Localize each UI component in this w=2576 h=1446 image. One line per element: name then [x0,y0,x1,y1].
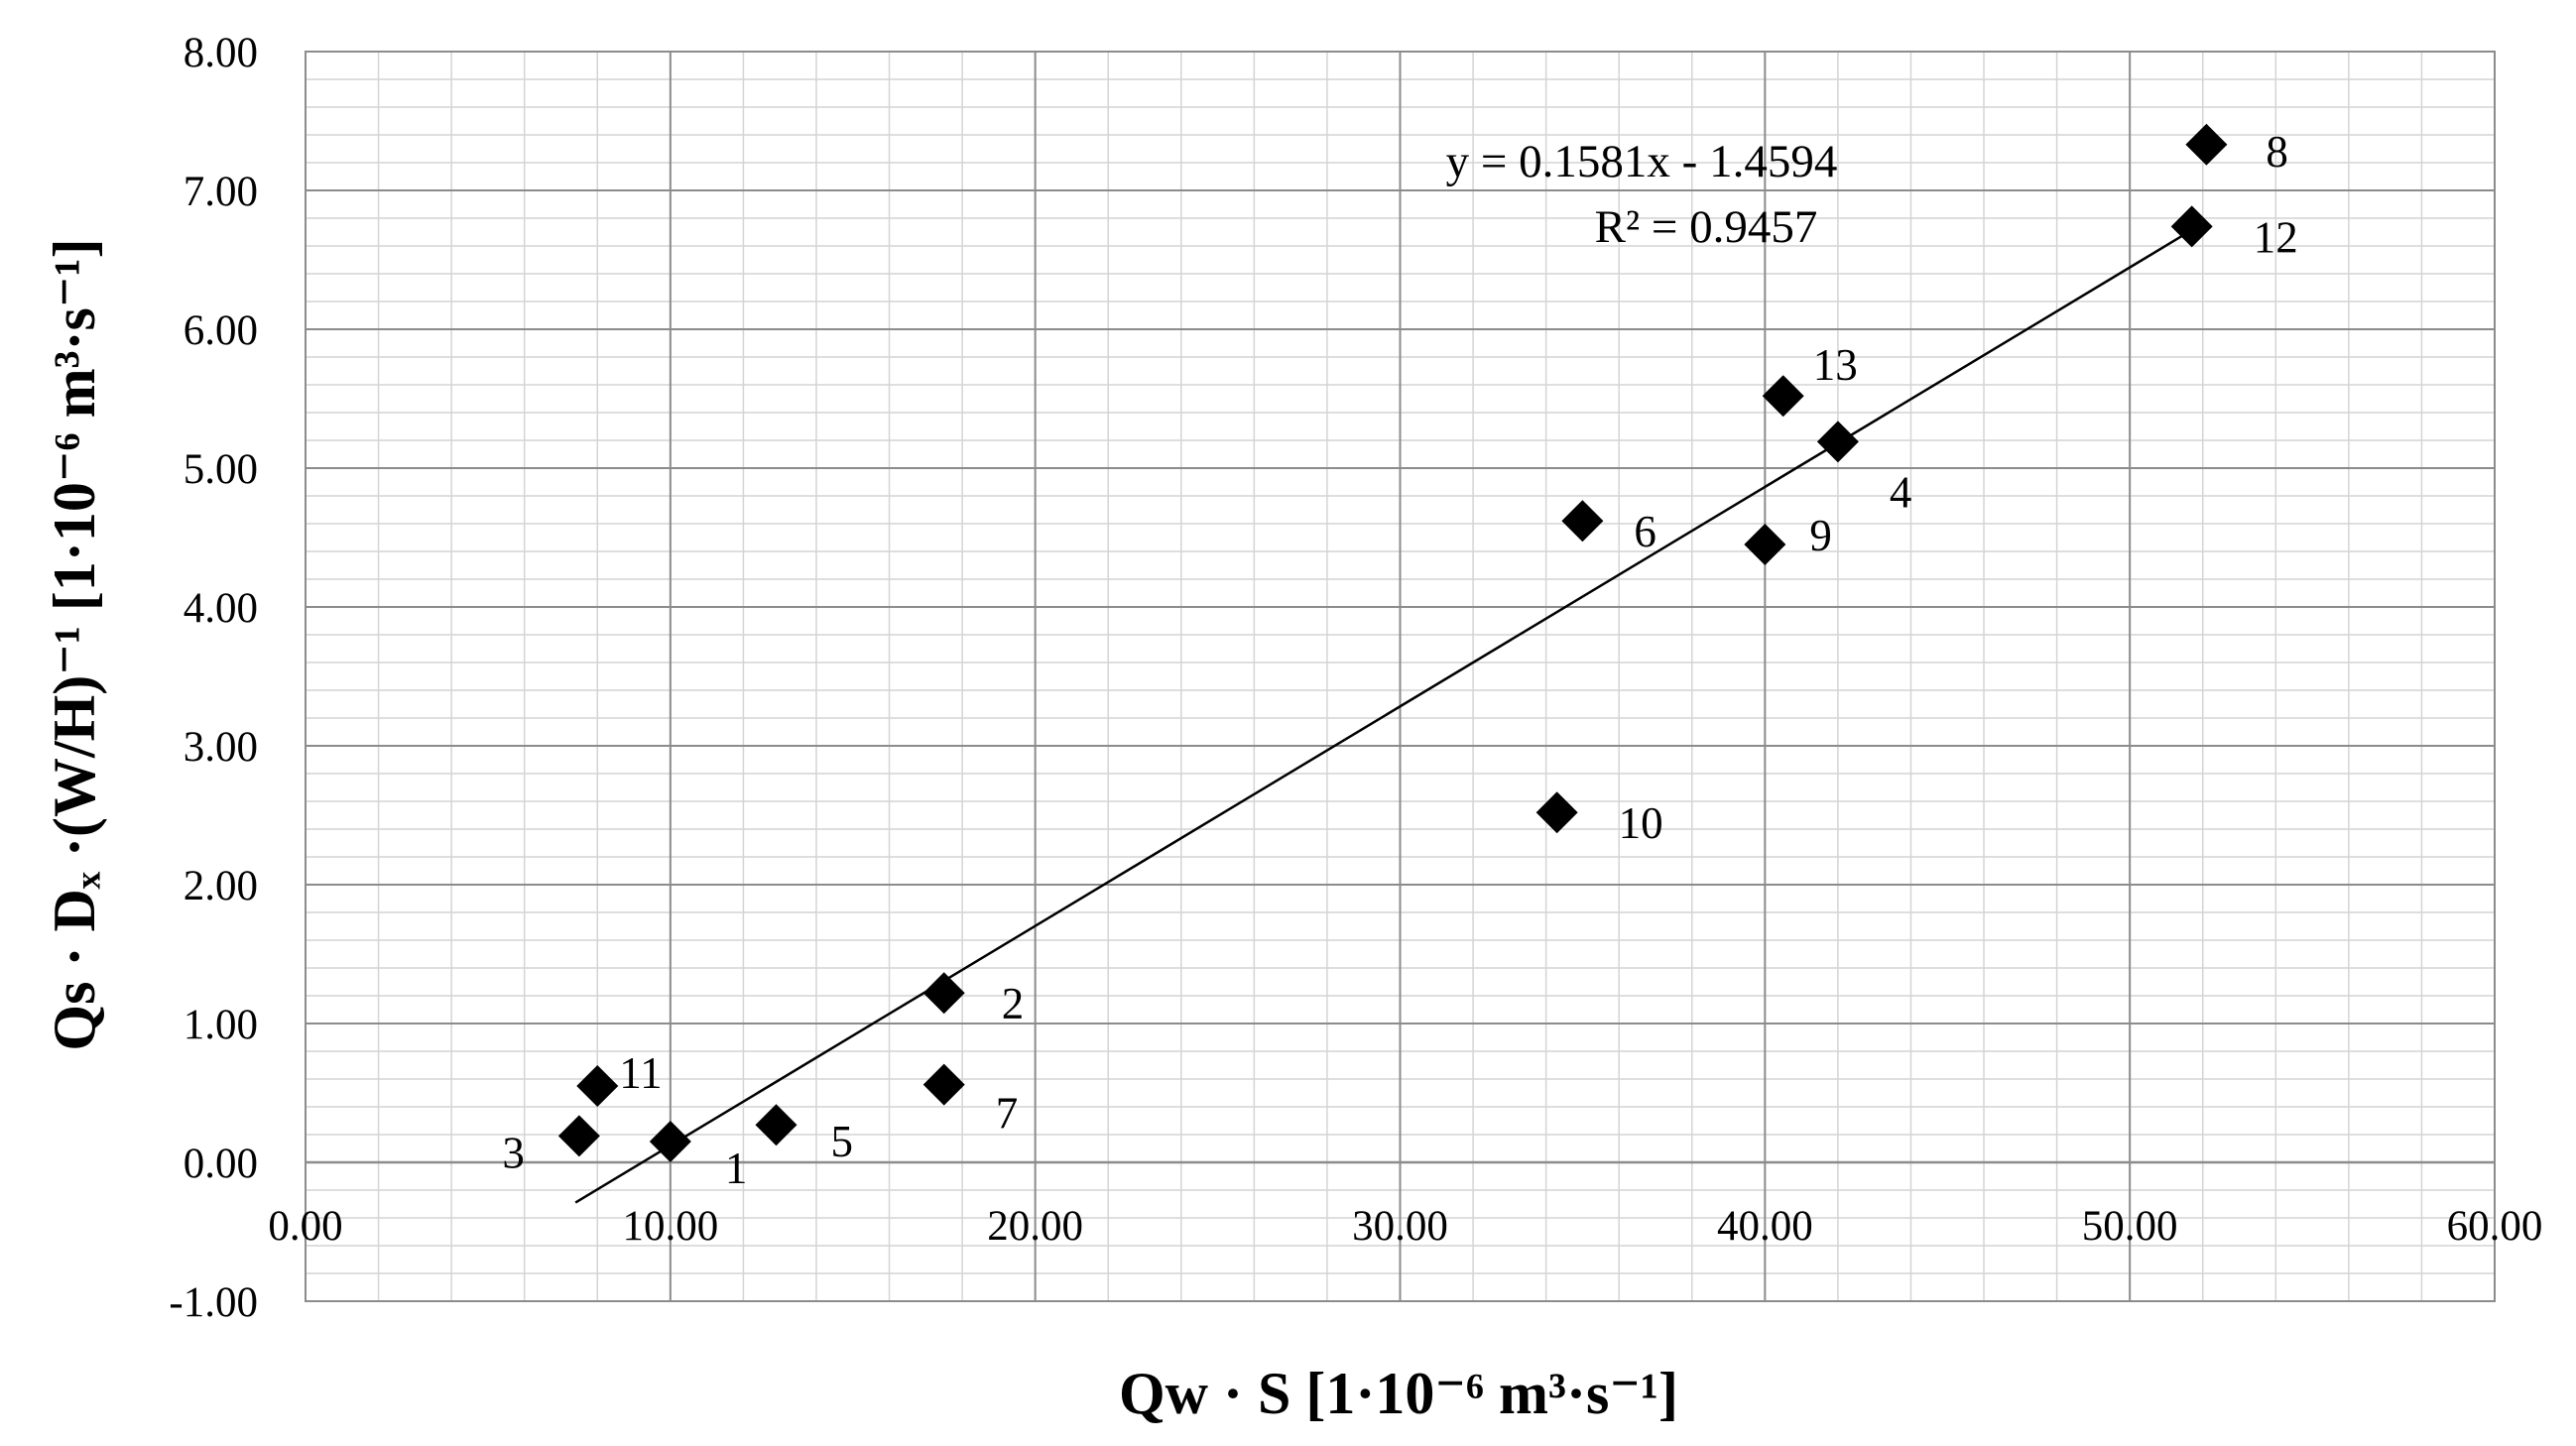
y-tick-label: 5.00 [184,446,258,493]
data-label-3: 3 [502,1128,525,1177]
data-point-2 [922,972,965,1015]
data-point-9 [1744,524,1786,565]
x-tick-label: 40.00 [1717,1203,1813,1250]
y-tick-label: 4.00 [184,585,258,632]
data-point-4 [1816,421,1859,463]
y-tick-label: 3.00 [184,724,258,771]
data-point-5 [755,1104,797,1146]
data-label-1: 1 [725,1144,748,1193]
data-label-12: 12 [2254,212,2298,262]
y-tick-label: -1.00 [169,1279,258,1326]
data-points [557,123,2228,1162]
data-label-10: 10 [1619,798,1663,848]
trendline-r-squared: R² = 0.9457 [1595,201,1818,253]
data-point-10 [1535,791,1578,834]
data-label-13: 13 [1813,340,1858,390]
data-point-7 [922,1063,965,1106]
data-point-8 [2185,123,2228,166]
x-tick-label: 60.00 [2447,1203,2543,1250]
y-tick-label: 6.00 [184,307,258,354]
x-tick-label: 10.00 [622,1203,718,1250]
y-tick-label: 2.00 [184,863,258,909]
x-axis-ticks: 0.00 10.00 20.00 30.00 40.00 50.00 60.00 [268,1203,2542,1250]
data-label-7: 7 [996,1089,1018,1139]
y-tick-label: 1.00 [184,1002,258,1048]
x-axis-title: Qw · S [1·10⁻⁶ m³·s⁻¹] [1119,1361,1678,1426]
data-label-5: 5 [831,1117,854,1166]
plot-area-border [305,51,2496,1302]
data-label-6: 6 [1634,507,1656,556]
data-point-12 [2170,205,2213,248]
y-tick-label: 8.00 [184,30,258,76]
x-tick-label: 50.00 [2082,1203,2178,1250]
y-tick-label: 0.00 [184,1141,258,1187]
data-point-3 [557,1115,600,1157]
data-label-11: 11 [619,1048,662,1098]
x-tick-label: 30.00 [1352,1203,1448,1250]
x-tick-label: 0.00 [268,1203,342,1250]
trendline [574,228,2193,1204]
data-point-11 [576,1065,619,1107]
y-axis-title: Qs · Dₓ ·(W/H)⁻¹ [1·10⁻⁶ m³·s⁻¹] [42,238,107,1050]
major-grid [305,51,2496,1302]
y-axis-ticks: -1.00 0.00 1.00 2.00 3.00 4.00 5.00 6.00 7.00 8.0… [169,30,258,1326]
data-label-8: 8 [2266,127,2288,177]
trendline-equation: y = 0.1581x - 1.4594 [1446,136,1838,187]
data-label-4: 4 [1890,467,1912,517]
data-point-13 [1762,375,1804,418]
y-tick-label: 7.00 [184,169,258,215]
x-tick-label: 20.00 [987,1203,1083,1250]
data-point-1 [649,1121,691,1162]
data-point-6 [1561,500,1604,542]
data-label-9: 9 [1809,511,1832,560]
data-label-2: 2 [1002,979,1024,1028]
